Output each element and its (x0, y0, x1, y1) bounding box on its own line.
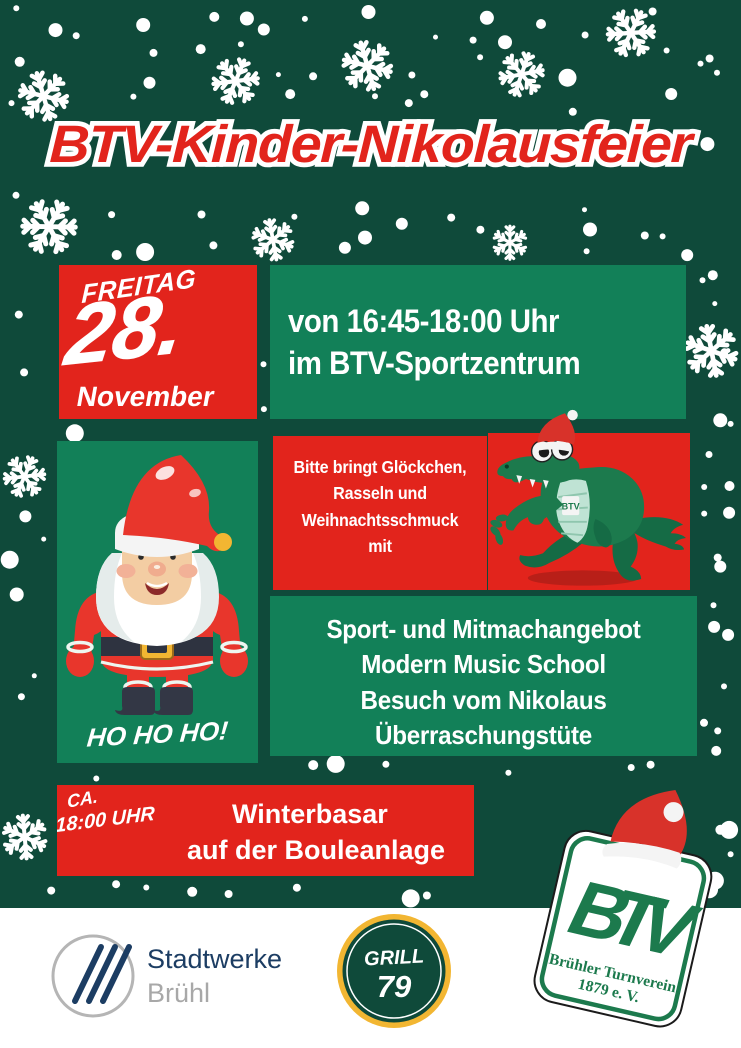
svg-text:79: 79 (377, 969, 412, 1004)
svg-text:GRILL: GRILL (364, 945, 425, 970)
svg-text:Stadtwerke: Stadtwerke (147, 944, 282, 974)
svg-text:Brühl: Brühl (147, 978, 210, 1008)
svg-text:BTV: BTV (562, 501, 580, 511)
